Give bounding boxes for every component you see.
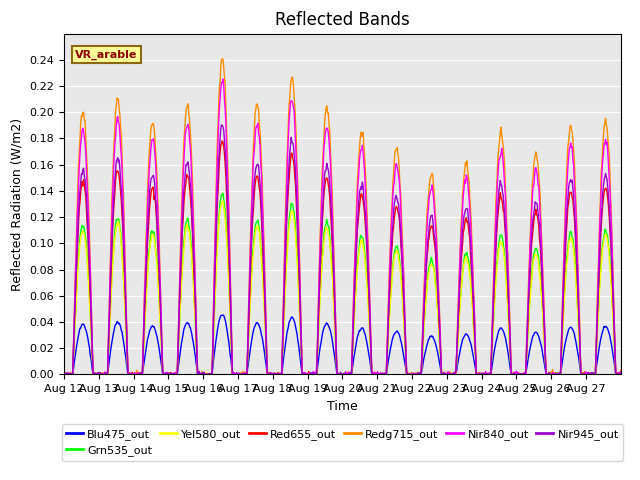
Redg715_out xyxy=(61,372,68,377)
Blu475_out xyxy=(617,372,625,377)
Line: Grn535_out: Grn535_out xyxy=(64,193,621,374)
Yel580_out xyxy=(257,248,264,253)
Yel580_out xyxy=(60,372,68,377)
Text: VR_arable: VR_arable xyxy=(75,49,138,60)
Line: Yel580_out: Yel580_out xyxy=(64,201,621,374)
Nir945_out xyxy=(432,245,440,251)
Nir945_out xyxy=(60,372,68,377)
Redg715_out xyxy=(617,367,625,373)
Nir945_out xyxy=(218,122,225,128)
Red655_out xyxy=(617,371,625,377)
Nir840_out xyxy=(228,372,236,377)
Red655_out xyxy=(218,138,226,144)
Grn535_out xyxy=(617,372,625,377)
Nir840_out xyxy=(277,370,285,375)
Y-axis label: Reflected Radiation (W/m2): Reflected Radiation (W/m2) xyxy=(11,118,24,290)
Red655_out xyxy=(277,371,285,377)
Line: Redg715_out: Redg715_out xyxy=(64,59,621,374)
Redg715_out xyxy=(401,324,409,330)
Yel580_out xyxy=(617,370,625,376)
Line: Red655_out: Red655_out xyxy=(64,141,621,374)
Yel580_out xyxy=(278,371,285,377)
Nir840_out xyxy=(219,76,227,82)
Nir945_out xyxy=(125,372,133,377)
Line: Blu475_out: Blu475_out xyxy=(64,315,621,374)
Legend: Blu475_out, Grn535_out, Yel580_out, Red655_out, Redg715_out, Nir840_out, Nir945_: Blu475_out, Grn535_out, Yel580_out, Red6… xyxy=(61,424,623,460)
Red655_out xyxy=(125,371,133,377)
Blu475_out xyxy=(229,371,237,377)
Blu475_out xyxy=(219,312,227,318)
Redg715_out xyxy=(229,371,237,376)
Blu475_out xyxy=(433,345,440,350)
Nir945_out xyxy=(277,371,285,377)
Nir840_out xyxy=(60,372,68,377)
Blu475_out xyxy=(278,371,285,377)
Red655_out xyxy=(256,191,264,196)
Nir945_out xyxy=(256,181,264,187)
Nir840_out xyxy=(125,372,133,377)
Line: Nir840_out: Nir840_out xyxy=(64,79,621,374)
Line: Nir945_out: Nir945_out xyxy=(64,125,621,374)
Red655_out xyxy=(228,371,236,376)
Redg715_out xyxy=(60,371,68,377)
Grn535_out xyxy=(219,191,227,196)
Yel580_out xyxy=(61,372,68,377)
Redg715_out xyxy=(218,56,226,62)
Yel580_out xyxy=(433,292,440,298)
Nir840_out xyxy=(401,302,408,308)
Blu475_out xyxy=(63,372,71,377)
Grn535_out xyxy=(401,330,408,336)
Nir840_out xyxy=(256,143,264,148)
Title: Reflected Bands: Reflected Bands xyxy=(275,11,410,29)
X-axis label: Time: Time xyxy=(327,400,358,413)
Blu475_out xyxy=(401,362,409,368)
Red655_out xyxy=(60,372,68,377)
Redg715_out xyxy=(257,142,264,148)
Redg715_out xyxy=(278,372,285,377)
Yel580_out xyxy=(126,372,134,377)
Redg715_out xyxy=(433,225,440,231)
Grn535_out xyxy=(277,372,285,377)
Nir945_out xyxy=(617,370,625,376)
Nir840_out xyxy=(432,226,440,232)
Redg715_out xyxy=(126,370,134,375)
Nir945_out xyxy=(401,313,408,319)
Red655_out xyxy=(432,253,440,259)
Grn535_out xyxy=(60,372,68,377)
Blu475_out xyxy=(60,372,68,377)
Grn535_out xyxy=(256,235,264,240)
Yel580_out xyxy=(229,372,237,377)
Grn535_out xyxy=(432,283,440,288)
Grn535_out xyxy=(228,371,236,376)
Yel580_out xyxy=(401,345,409,350)
Nir945_out xyxy=(228,372,236,377)
Nir840_out xyxy=(617,369,625,375)
Blu475_out xyxy=(257,328,264,334)
Yel580_out xyxy=(219,198,227,204)
Blu475_out xyxy=(126,371,134,377)
Red655_out xyxy=(401,315,408,321)
Grn535_out xyxy=(125,372,133,377)
